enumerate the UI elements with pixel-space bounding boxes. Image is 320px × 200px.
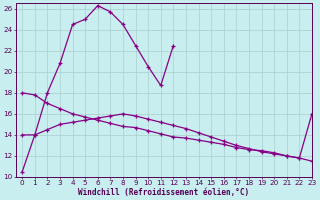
X-axis label: Windchill (Refroidissement éolien,°C): Windchill (Refroidissement éolien,°C) [78, 188, 250, 197]
